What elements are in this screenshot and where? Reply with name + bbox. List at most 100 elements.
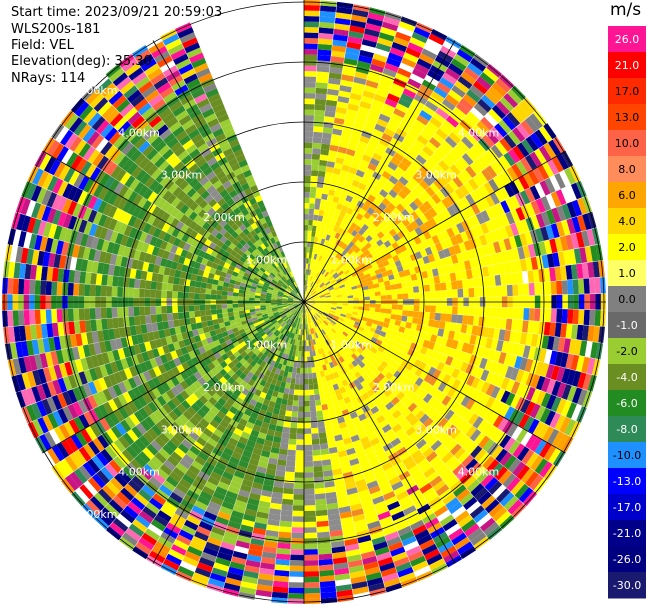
gate-cell [101,239,110,252]
gate-cell [375,339,383,346]
gate-cell [337,500,350,509]
gate-cell [488,480,503,495]
gate-cell [397,67,412,78]
gate-cell [316,279,321,285]
gate-cell [194,399,205,409]
gate-cell [549,350,558,365]
gate-cell [538,145,552,162]
gate-cell [212,491,226,501]
gate-cell [457,451,470,464]
gate-cell [426,121,439,133]
gate-cell [390,396,400,406]
gate-cell [284,382,291,389]
gate-cell [210,433,221,443]
gate-cell [334,17,351,26]
gate-cell [199,418,210,428]
gate-cell [410,469,424,480]
gate-cell [482,266,490,277]
gate-cell [543,239,553,255]
gate-cell [96,353,105,366]
gate-cell [330,418,339,426]
gate-cell [263,317,270,322]
gate-cell [441,305,447,314]
gate-cell [214,328,222,335]
gate-cell [490,307,497,318]
gate-cell [307,306,312,311]
gate-cell [77,345,86,359]
gate-cell [380,376,389,385]
gate-cell [384,11,402,21]
gate-cell [271,299,277,302]
gate-cell [511,319,518,332]
gate-cell [514,234,523,248]
gate-cell [227,520,242,530]
gate-cell [234,280,241,286]
gate-cell [326,502,339,510]
gate-cell [387,501,401,511]
gate-cell [327,513,341,521]
gate-cell [229,456,240,466]
gate-cell [328,385,335,392]
gate-cell [47,412,59,429]
gate-cell [445,497,460,510]
gate-cell [380,26,397,37]
gate-cell [265,298,272,302]
gate-cell [273,580,289,588]
gate-cell [28,233,38,250]
gate-cell [199,333,207,341]
gate-cell [321,284,327,289]
gate-cell [489,230,499,243]
gate-cell [135,422,147,435]
gate-cell [376,231,385,239]
gate-cell [357,106,370,115]
gate-cell [212,392,221,402]
gate-cell [396,288,403,295]
gate-cell [281,314,287,319]
gate-cell [328,407,336,415]
gate-cell [340,460,351,469]
gate-cell [476,469,491,484]
gate-cell [315,93,327,100]
gate-cell [257,460,268,469]
gate-cell [450,58,467,72]
gate-cell [408,177,419,188]
gate-cell [284,317,290,323]
gate-cell [84,320,92,333]
gate-cell [498,239,507,252]
gate-cell [225,325,232,331]
gate-cell [330,535,344,543]
gate-cell [269,418,278,426]
gate-cell [304,466,314,473]
gate-cell [367,267,375,274]
gate-cell [416,478,430,490]
gate-cell [98,404,109,418]
gate-cell [217,456,229,467]
gate-cell [435,335,443,345]
gate-cell [398,418,409,428]
gate-cell [161,290,167,299]
gate-cell [320,297,326,300]
gate-cell [177,305,184,313]
gate-cell [188,430,200,441]
gate-cell [312,308,318,312]
gate-cell [104,340,113,352]
gate-cell [351,581,368,590]
gate-cell [516,428,528,443]
gate-cell [453,331,461,341]
gate-cell [341,217,349,225]
gate-cell [304,82,316,88]
gate-cell [248,344,256,351]
gate-cell [320,359,326,366]
gate-cell [470,215,481,227]
gate-cell [376,364,385,373]
gate-cell [499,186,510,200]
gate-cell [126,429,139,442]
gate-cell [414,565,431,577]
gate-cell [72,401,84,417]
gate-cell [314,198,321,205]
gate-cell [281,504,293,511]
gate-cell [223,402,232,411]
gate-cell [436,232,445,243]
gate-cell [409,229,419,239]
gate-cell [319,274,325,281]
